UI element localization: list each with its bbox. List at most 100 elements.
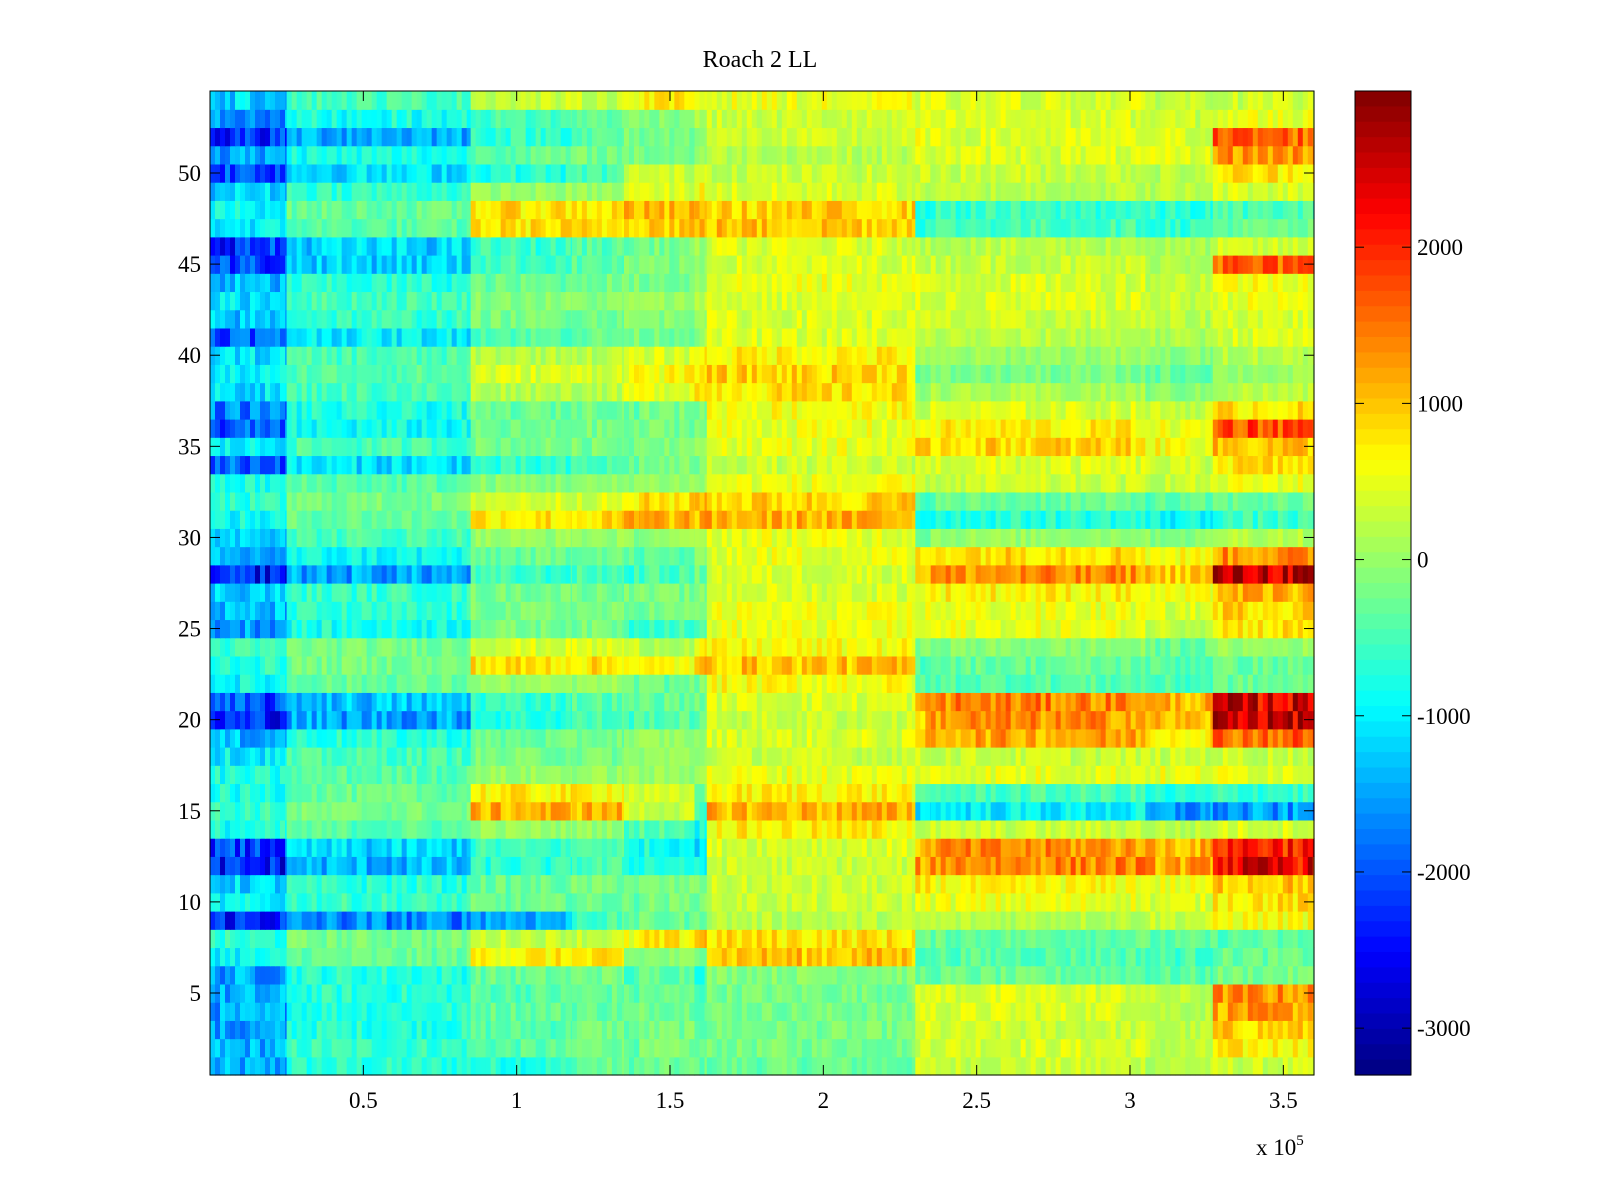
heatmap-cell: [250, 1056, 256, 1076]
heatmap-cell: [935, 983, 942, 1003]
heatmap-cell: [896, 1020, 903, 1040]
heatmap-cell: [930, 892, 937, 912]
heatmap-cell: [1257, 692, 1264, 712]
heatmap-cell: [706, 801, 713, 821]
heatmap-cell: [1195, 692, 1201, 712]
heatmap-cell: [960, 838, 967, 857]
heatmap-cell: [1075, 874, 1082, 894]
heatmap-cell: [1180, 1056, 1186, 1076]
heatmap-cell: [1075, 674, 1082, 693]
heatmap-cell: [361, 911, 368, 930]
heatmap-cell: [535, 674, 542, 693]
heatmap-cell: [621, 819, 625, 839]
heatmap-cell: [639, 947, 645, 967]
heatmap-cell: [255, 728, 261, 748]
heatmap-cell: [316, 747, 323, 766]
heatmap-cell: [601, 1056, 608, 1076]
heatmap-cell: [1085, 819, 1092, 839]
heatmap-cell: [950, 856, 957, 876]
heatmap-cell: [756, 838, 763, 857]
heatmap-cell: [540, 1002, 547, 1021]
heatmap-cell: [396, 1020, 403, 1040]
heatmap-cell: [571, 929, 578, 949]
heatmap-cell: [659, 1002, 665, 1021]
heatmap-cell: [901, 874, 908, 894]
heatmap-cell: [381, 819, 388, 839]
heatmap-cell: [1247, 1020, 1254, 1040]
heatmap-cell: [920, 1038, 926, 1058]
heatmap-cell: [436, 1002, 443, 1021]
heatmap-cell: [515, 929, 522, 949]
heatmap-cell: [1232, 856, 1239, 876]
heatmap-cell: [215, 747, 221, 766]
heatmap-cell: [341, 965, 348, 985]
heatmap-cell: [1252, 838, 1259, 857]
heatmap-cell: [446, 874, 453, 894]
heatmap-cell: [1015, 801, 1022, 821]
heatmap-cell: [920, 765, 926, 785]
heatmap-cell: [220, 1056, 226, 1076]
heatmap-cell: [235, 1002, 241, 1021]
heatmap-cell: [381, 929, 388, 949]
heatmap-cell: [1045, 728, 1052, 748]
heatmap-cell: [896, 838, 903, 857]
heatmap-cell: [1185, 965, 1191, 985]
heatmap-cell: [731, 783, 738, 803]
heatmap-cell: [260, 1002, 266, 1021]
heatmap-cell: [644, 765, 650, 785]
heatmap-cell: [1155, 965, 1161, 985]
heatmap-cell: [1145, 874, 1151, 894]
heatmap-cell: [485, 710, 492, 730]
heatmap-cell: [654, 710, 660, 730]
heatmap-cell: [611, 747, 618, 766]
heatmap-cell: [1125, 1038, 1132, 1058]
heatmap-cell: [321, 911, 328, 930]
heatmap-cell: [950, 674, 957, 693]
heatmap-cell: [1195, 783, 1201, 803]
heatmap-cell: [421, 838, 428, 857]
heatmap-cell: [980, 710, 987, 730]
heatmap-cell: [716, 874, 723, 894]
heatmap-cell: [995, 801, 1002, 821]
heatmap-cell: [866, 911, 873, 930]
heatmap-cell: [331, 1038, 338, 1058]
heatmap-cell: [1237, 983, 1244, 1003]
heatmap-cell: [485, 674, 492, 693]
heatmap-cell: [581, 947, 588, 967]
heatmap-cell: [470, 747, 477, 766]
heatmap-cell: [245, 692, 251, 712]
heatmap-cell: [245, 929, 251, 949]
heatmap-cell: [391, 1002, 398, 1021]
heatmap-cell: [796, 710, 803, 730]
heatmap-cell: [1095, 1056, 1102, 1076]
heatmap-cell: [1060, 874, 1067, 894]
heatmap-cell: [786, 983, 793, 1003]
heatmap-cell: [260, 692, 266, 712]
heatmap-cell: [1100, 710, 1107, 730]
heatmap-cell: [1025, 1038, 1032, 1058]
heatmap-cell: [726, 929, 733, 949]
heatmap-cell: [1040, 783, 1047, 803]
heatmap-cell: [1272, 765, 1279, 785]
heatmap-cell: [321, 783, 328, 803]
heatmap-cell: [321, 929, 328, 949]
heatmap-cell: [270, 692, 276, 712]
heatmap-cell: [616, 856, 623, 876]
heatmap-cell: [1130, 1020, 1137, 1040]
heatmap-cell: [401, 874, 408, 894]
heatmap-cell: [664, 965, 670, 985]
heatmap-cell: [596, 983, 603, 1003]
heatmap-cell: [706, 1002, 713, 1021]
heatmap-cell: [639, 710, 645, 730]
heatmap-cell: [225, 819, 231, 839]
heatmap-cell: [1025, 856, 1032, 876]
heatmap-cell: [431, 728, 438, 748]
heatmap-cell: [1125, 783, 1132, 803]
heatmap-cell: [490, 856, 497, 876]
plot-area: [210, 91, 1315, 1076]
heatmap-cell: [210, 911, 216, 930]
heatmap-cell: [1205, 1056, 1211, 1076]
heatmap-cell: [906, 947, 913, 967]
heatmap-cell: [291, 801, 298, 821]
heatmap-cell: [1020, 965, 1027, 985]
